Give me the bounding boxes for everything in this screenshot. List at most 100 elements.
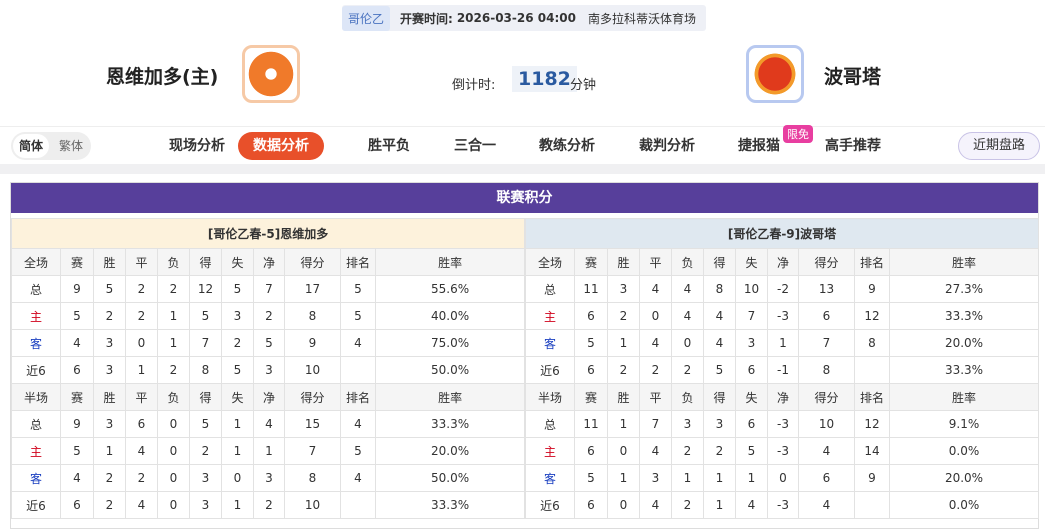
cell: 13 (798, 275, 855, 303)
cell: -3 (767, 491, 799, 519)
row-label: 主 (525, 437, 575, 465)
cell: 20.0% (374, 437, 526, 465)
cell: 4 (253, 410, 285, 438)
data-row: 近6 6 0 4 2 1 4 -3 4 0.0% (525, 491, 1039, 519)
cell: 10 (284, 491, 341, 519)
cell: 2 (639, 356, 672, 384)
data-row: 近6 6 2 4 0 3 1 2 10 33.3% (11, 491, 526, 519)
column-header: 胜 (607, 248, 640, 276)
cell: -3 (767, 410, 799, 438)
cell: 5 (93, 275, 126, 303)
row-label: 客 (525, 329, 575, 357)
cell: 4 (671, 302, 704, 330)
cell: 2 (703, 437, 736, 465)
tab[interactable]: 高手推荐 (825, 138, 881, 154)
cell: 9 (60, 410, 94, 438)
column-header: 得分 (284, 248, 341, 276)
cell: 9 (60, 275, 94, 303)
cell: 20.0% (889, 464, 1039, 492)
cell: 1 (221, 410, 254, 438)
tab[interactable]: 现场分析 (169, 138, 225, 154)
table-title: [哥伦乙春-5]恩维加多 (10, 218, 526, 249)
nav-bar: 简体 繁体 现场分析 数据分析 胜平负 三合一 教练分析 裁判分析 捷报猫 高手推荐 限免 近… (0, 125, 1045, 165)
data-row: 近6 6 2 2 2 5 6 -1 8 33.3% (525, 356, 1039, 384)
lang-switch: 简体 繁体 (11, 132, 91, 160)
lang-option[interactable]: 简体 (13, 134, 49, 158)
row-label: 主 (525, 302, 575, 330)
cell: 2 (157, 356, 190, 384)
column-header: 胜率 (374, 383, 526, 411)
cell: 5 (60, 437, 94, 465)
cell: 2 (157, 275, 190, 303)
countdown-unit: 分钟 (570, 78, 597, 93)
header-row: 半场赛胜平负得失净得分 排名 胜率 (525, 383, 1039, 411)
cell: 3 (607, 275, 640, 303)
cell: 50.0% (374, 356, 526, 384)
column-header: 赛 (574, 248, 608, 276)
cell: 5 (189, 410, 222, 438)
cell: 6 (735, 410, 768, 438)
cell: 9 (854, 275, 890, 303)
tab[interactable]: 三合一 (454, 138, 496, 154)
cell: 1 (93, 437, 126, 465)
tab[interactable]: 教练分析 (539, 138, 595, 154)
cell: 5 (735, 437, 768, 465)
tab[interactable]: 数据分析 (238, 132, 324, 160)
data-row: 总 9 5 2 2 12 5 7 17 5 55.6% (11, 275, 526, 303)
row-label: 客 (11, 464, 61, 492)
cell: 1 (703, 491, 736, 519)
cell: 3 (253, 356, 285, 384)
cell: 12 (854, 302, 890, 330)
cell: 55.6% (374, 275, 526, 303)
row-label: 近6 (11, 491, 61, 519)
cell: 7 (639, 410, 672, 438)
cell: 0 (607, 437, 640, 465)
cell: 9 (284, 329, 341, 357)
cell: 7 (284, 437, 341, 465)
data-row: 总 11 3 4 4 8 10 -2 13 9 27.3% (525, 275, 1039, 303)
cell: 4 (671, 275, 704, 303)
league[interactable]: 哥伦乙 (342, 5, 391, 31)
column-header: 赛 (60, 383, 94, 411)
column-header: 赛 (574, 383, 608, 411)
data-row: 主 6 0 4 2 2 5 -3 4 14 0.0% (525, 437, 1039, 465)
column-header: 净 (253, 248, 285, 276)
column-header: 得 (703, 383, 736, 411)
cell: 6 (798, 302, 855, 330)
cell: 2 (221, 329, 254, 357)
column-header: 平 (639, 248, 672, 276)
tab[interactable]: 裁判分析 (639, 138, 695, 154)
column-header: 排名 (340, 383, 376, 411)
lang-option[interactable]: 繁体 (58, 139, 83, 153)
away-name: 波哥塔 (824, 66, 882, 88)
cell: 1 (221, 437, 254, 465)
column-header: 净 (253, 383, 285, 411)
cell: -3 (767, 437, 799, 465)
cell: 2 (671, 356, 704, 384)
section-title: 联赛积分 (11, 183, 1038, 213)
cell (340, 491, 376, 519)
cell: 27.3% (889, 275, 1039, 303)
cell: 1 (671, 464, 704, 492)
cell: 2 (253, 491, 285, 519)
column-header: 净 (767, 383, 799, 411)
cell: 6 (574, 491, 608, 519)
column-header: 半场 (525, 383, 575, 411)
cell: 4 (125, 437, 158, 465)
standings-table: [哥伦乙春-9]波哥塔 全场赛胜平负得失净得分 排名 胜率总 11 3 4 4 8 10 -2 13 9… (525, 218, 1039, 519)
cell: 6 (60, 491, 94, 519)
recent-button[interactable]: 近期盘路 (958, 132, 1040, 160)
cell: 6 (60, 356, 94, 384)
cell: 14 (854, 437, 890, 465)
column-header: 负 (671, 248, 704, 276)
cell: 1 (157, 302, 190, 330)
cell: 0 (125, 329, 158, 357)
tab[interactable]: 捷报猫 (738, 138, 780, 154)
cell: 2 (93, 491, 126, 519)
row-label: 总 (11, 410, 61, 438)
column-header: 失 (221, 383, 254, 411)
tab[interactable]: 胜平负 (368, 138, 410, 154)
cell: 0 (607, 491, 640, 519)
cell: 0 (639, 302, 672, 330)
cell: 4 (125, 491, 158, 519)
